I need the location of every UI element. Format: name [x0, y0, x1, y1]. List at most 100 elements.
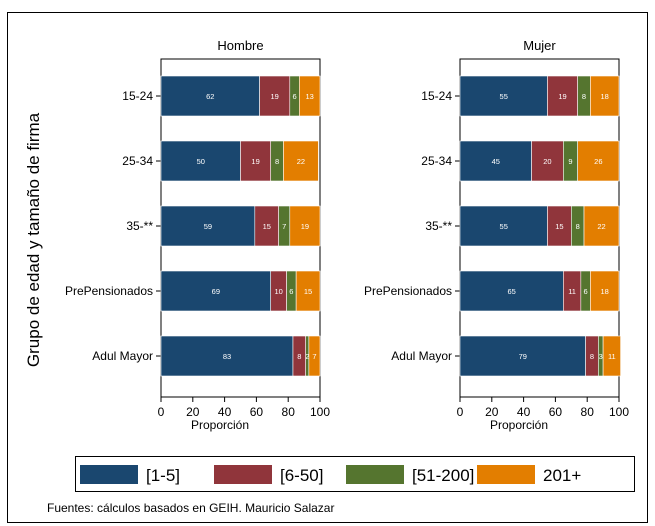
category-label: Adul Mayor: [391, 349, 452, 363]
data-label: 3: [599, 352, 603, 361]
category-label: 15-24: [421, 89, 452, 103]
x-tick-label: 80: [581, 405, 595, 419]
data-label: 15: [263, 222, 271, 231]
data-label: 8: [590, 352, 594, 361]
data-label: 19: [558, 92, 566, 101]
x-tick-label: 40: [517, 405, 531, 419]
data-label: 59: [204, 222, 212, 231]
legend-label: [6-50]: [280, 466, 323, 485]
x-tick-label: 0: [457, 405, 464, 419]
panel-title: Mujer: [523, 38, 556, 53]
data-label: 55: [500, 222, 508, 231]
x-tick-label: 40: [218, 405, 232, 419]
legend-swatch: [80, 465, 138, 484]
data-label: 62: [206, 92, 214, 101]
bar-segment: [602, 335, 621, 377]
data-label: 15: [555, 222, 563, 231]
bar-segment: [459, 205, 548, 247]
data-label: 8: [275, 157, 279, 166]
data-label: 22: [297, 157, 305, 166]
bar-segment: [160, 75, 260, 117]
x-axis-label: Proporción: [490, 418, 548, 432]
bar-segment: [459, 75, 548, 117]
legend-label: 201+: [543, 466, 581, 485]
legend-swatch: [477, 465, 535, 484]
bar-segment: [160, 270, 272, 312]
data-label: 9: [568, 157, 572, 166]
data-label: 79: [519, 352, 527, 361]
data-label: 19: [301, 222, 309, 231]
legend-item: [1-5]: [80, 465, 180, 485]
x-tick-label: 0: [158, 405, 165, 419]
bar-segment: [160, 205, 256, 247]
data-label: 6: [292, 92, 296, 101]
bar-segment: [590, 75, 620, 117]
legend-item: 201+: [477, 465, 581, 485]
bar-segment: [459, 140, 532, 182]
bar-segment: [583, 205, 620, 247]
data-label: 22: [597, 222, 605, 231]
data-label: 11: [568, 287, 576, 296]
data-label: 83: [223, 352, 231, 361]
data-label: 65: [508, 287, 516, 296]
y-axis-label: Grupo de edad y tamaño de firma: [24, 112, 43, 367]
legend-label: [51-200]: [412, 466, 474, 485]
legend-swatch: [346, 465, 404, 484]
bar-segment: [289, 205, 321, 247]
category-label: 25-34: [122, 154, 153, 168]
bar-segment: [590, 270, 620, 312]
data-label: 20: [543, 157, 551, 166]
data-label: 26: [594, 157, 602, 166]
data-label: 8: [576, 222, 580, 231]
data-label: 7: [282, 222, 286, 231]
data-label: 6: [289, 287, 293, 296]
bar-segment: [160, 335, 294, 377]
x-tick-label: 80: [282, 405, 296, 419]
data-label: 15: [304, 287, 312, 296]
x-tick-label: 20: [485, 405, 499, 419]
data-label: 6: [584, 287, 588, 296]
x-tick-label: 60: [549, 405, 563, 419]
x-tick-label: 60: [250, 405, 264, 419]
legend-item: [51-200]: [346, 465, 474, 485]
category-label: 35-**: [126, 219, 153, 233]
panel-title: Hombre: [217, 38, 263, 53]
data-label: 19: [251, 157, 259, 166]
data-label: 8: [582, 92, 586, 101]
bar-segment: [283, 140, 319, 182]
data-label: 18: [601, 287, 609, 296]
data-label: 10: [274, 287, 282, 296]
x-tick-label: 20: [186, 405, 200, 419]
data-label: 11: [608, 352, 616, 361]
data-label: 2: [305, 352, 309, 361]
data-label: 69: [212, 287, 220, 296]
source-note: Fuentes: cálculos basados en GEIH. Mauri…: [47, 501, 334, 515]
x-tick-label: 100: [609, 405, 629, 419]
category-label: Adul Mayor: [92, 349, 153, 363]
bar-segment: [160, 140, 241, 182]
category-label: 35-**: [425, 219, 452, 233]
data-label: 50: [197, 157, 205, 166]
data-label: 55: [500, 92, 508, 101]
data-label: 18: [601, 92, 609, 101]
legend-item: [6-50]: [214, 465, 323, 485]
bar-segment: [299, 75, 321, 117]
data-label: 19: [271, 92, 279, 101]
panel-1: Mujer 0 20 40 60 80 100 Proporción 15-24 55 19 8 18 2…: [364, 38, 629, 432]
legend-swatch: [214, 465, 272, 484]
bar-segment: [308, 335, 321, 377]
data-label: 13: [305, 92, 313, 101]
category-label: PrePensionados: [364, 284, 452, 298]
category-label: 25-34: [421, 154, 452, 168]
data-label: 8: [297, 352, 301, 361]
bar-segment: [295, 270, 321, 312]
bar-segment: [531, 140, 564, 182]
bar-segment: [577, 140, 620, 182]
category-label: PrePensionados: [65, 284, 153, 298]
data-label: 7: [312, 352, 316, 361]
category-label: 15-24: [122, 89, 153, 103]
x-axis-label: Proporción: [191, 418, 249, 432]
